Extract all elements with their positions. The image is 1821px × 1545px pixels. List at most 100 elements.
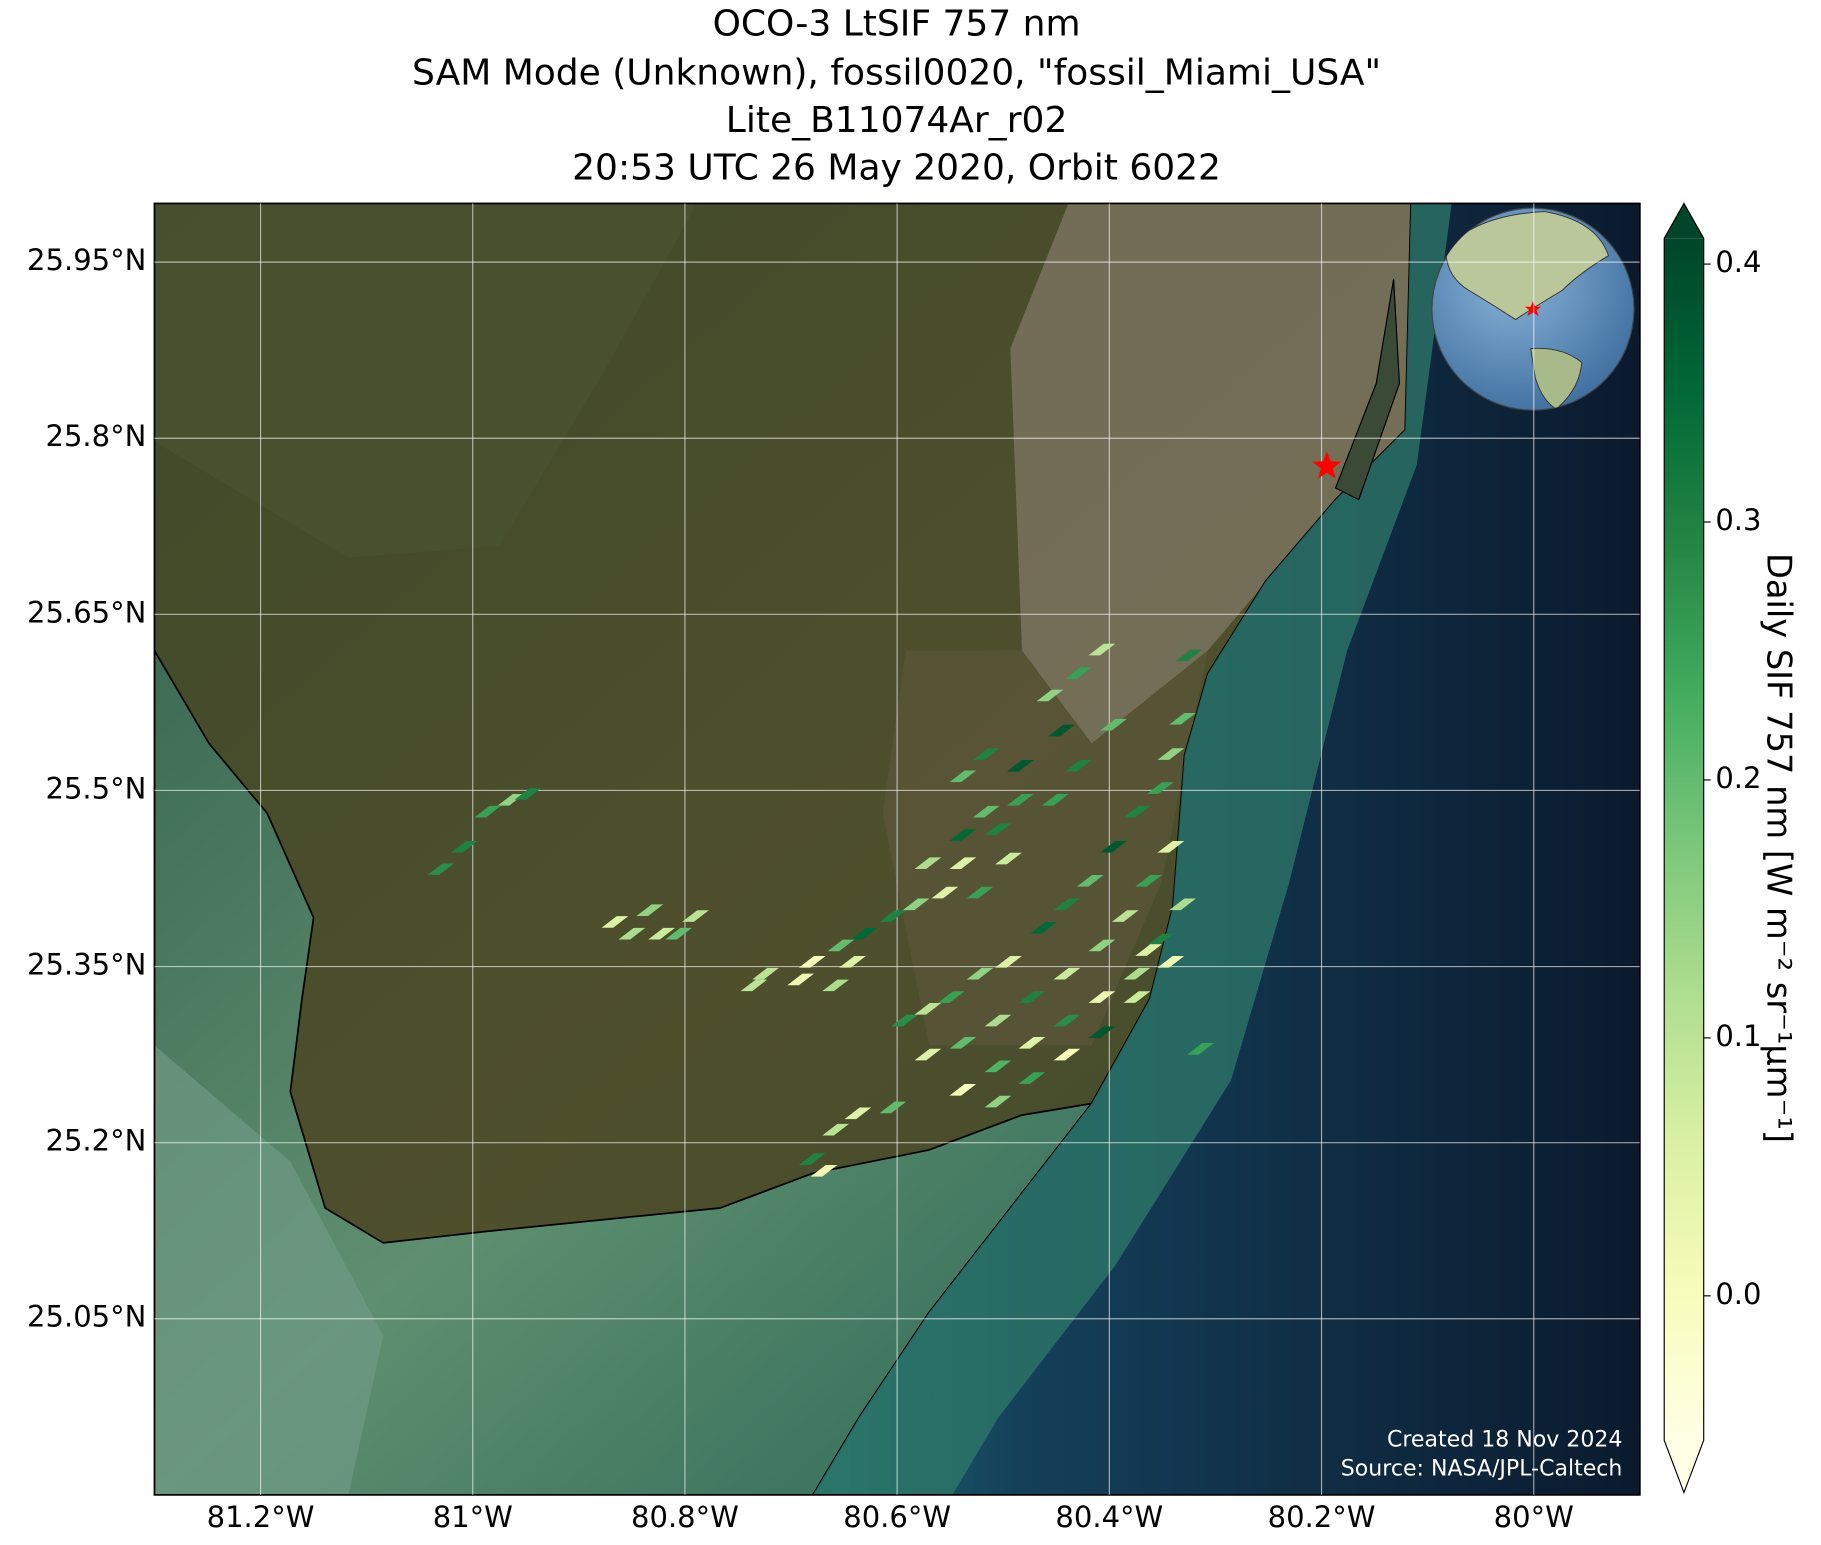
y-tick-label: 25.5°N (46, 771, 147, 805)
y-tick-label: 25.8°N (46, 419, 147, 453)
sif-sounding (1123, 967, 1151, 980)
sif-sounding (1076, 875, 1104, 887)
sif-sounding (879, 1101, 907, 1114)
sif-sounding (850, 927, 878, 940)
sif-sounding (682, 910, 709, 922)
sif-sounding (966, 967, 994, 980)
sif-sounding (1048, 724, 1075, 737)
sif-sounding (914, 857, 942, 870)
title-line: Lite_B11074Ar_r02 (726, 100, 1068, 141)
colorbar-tick-label: 0.2 (1715, 761, 1761, 795)
sif-sounding (1135, 944, 1162, 956)
sif-sounding (914, 1003, 942, 1015)
sif-sounding (450, 841, 478, 853)
sif-sounding (1135, 875, 1162, 887)
title-line: 20:53 UTC 26 May 2020, Orbit 6022 (572, 148, 1221, 189)
title-line: SAM Mode (Unknown), fossil0020, "fossil_… (412, 53, 1381, 94)
title-line: OCO-3 LtSIF 757 nm (713, 4, 1081, 45)
y-tick-label: 25.05°N (27, 1300, 146, 1334)
sif-sounding (949, 1083, 977, 1096)
sif-sounding (839, 955, 866, 968)
x-tick-label: 80.8°W (631, 1500, 739, 1534)
sif-sounding (601, 916, 629, 928)
annotation: Source: NASA/JPL-Caltech (1341, 1456, 1623, 1481)
sif-sounding (1053, 967, 1081, 980)
sif-sounding (1053, 1048, 1081, 1061)
colorbar-label: Daily SIF 757 nm [W m⁻² sr⁻¹µm⁻¹] (1759, 553, 1798, 1143)
sif-sounding (931, 886, 959, 899)
title: OCO-3 LtSIF 757 nm SAM Mode (Unknown), f… (412, 4, 1381, 189)
sif-sounding (1065, 759, 1092, 772)
sif-sounding (1053, 1014, 1081, 1027)
sif-sounding (648, 927, 675, 940)
soundings (427, 643, 1214, 1177)
sif-sounding (902, 898, 930, 911)
sif-sounding (1088, 991, 1116, 1003)
farmland (882, 650, 1208, 1046)
sif-sounding (1169, 713, 1196, 725)
sif-sounding (891, 1014, 918, 1027)
sif-sounding (937, 991, 965, 1003)
sif-sounding (1006, 793, 1034, 806)
globe-target (1524, 300, 1542, 317)
sif-sounding (474, 805, 502, 818)
x-tick-label: 81.2°W (207, 1500, 315, 1534)
sif-sounding (972, 805, 1000, 818)
sif-sounding (752, 967, 779, 980)
sif-sounding (1088, 1026, 1116, 1039)
sif-sounding (984, 1014, 1012, 1027)
sif-sounding (844, 1107, 872, 1120)
sif-sounding (798, 955, 826, 968)
colorbar-outline (1663, 202, 1705, 1495)
sif-sounding (1123, 991, 1151, 1003)
sif-sounding (1157, 841, 1185, 853)
sif-sounding (984, 1095, 1012, 1108)
inset-globe (1431, 207, 1635, 411)
sif-sounding (1146, 782, 1174, 794)
x-tick-label: 80°W (1494, 1500, 1574, 1534)
sif-sounding (822, 979, 849, 992)
sif-sounding (636, 904, 664, 917)
sif-sounding (1065, 667, 1092, 679)
sif-sounding (995, 955, 1022, 968)
sif-sounding (949, 857, 977, 870)
colorbar-extend-min (1664, 1440, 1704, 1493)
sif-sounding (972, 748, 1000, 760)
grid (154, 203, 1640, 1495)
sif-sounding (1018, 1072, 1046, 1084)
y-tick-label: 25.35°N (27, 948, 146, 982)
gulf-shallows (154, 1045, 384, 1495)
colorbar-tick-label: 0.4 (1715, 245, 1761, 279)
sif-sounding (1175, 649, 1203, 662)
sif-sounding (1187, 1042, 1214, 1055)
colorbar-tick-label: 0.1 (1715, 1019, 1761, 1053)
sif-sounding (1036, 689, 1064, 702)
sif-sounding (1100, 841, 1127, 853)
y-tick-label: 25.95°N (27, 243, 146, 277)
sif-sounding (787, 973, 814, 986)
sif-sounding (949, 1037, 977, 1049)
annotation: Created 18 Nov 2024 (1387, 1427, 1622, 1452)
sif-sounding (1006, 759, 1034, 772)
sif-sounding (1169, 898, 1196, 911)
sif-sounding (1123, 805, 1151, 818)
x-tick-label: 80.2°W (1268, 1500, 1376, 1534)
globe-land (1530, 347, 1583, 410)
y-tick-label: 25.65°N (27, 595, 146, 629)
sif-sounding (914, 1048, 942, 1061)
colorbar-tick-label: 0.3 (1715, 503, 1761, 537)
sif-sounding (1157, 955, 1185, 968)
sif-sounding (949, 770, 977, 783)
urban-area (1010, 203, 1412, 744)
sif-sounding (740, 979, 768, 992)
land-texture (154, 203, 697, 558)
y-tick-label: 25.2°N (46, 1124, 147, 1158)
sif-sounding (984, 1060, 1012, 1073)
colorbar-extend-max (1664, 203, 1704, 239)
biscayne-bay (812, 203, 1452, 1495)
sif-sounding (822, 1123, 849, 1136)
sif-sounding (497, 793, 525, 806)
globe-land (1445, 211, 1610, 321)
sif-sounding (1053, 898, 1081, 911)
sif-sounding (1111, 910, 1139, 922)
